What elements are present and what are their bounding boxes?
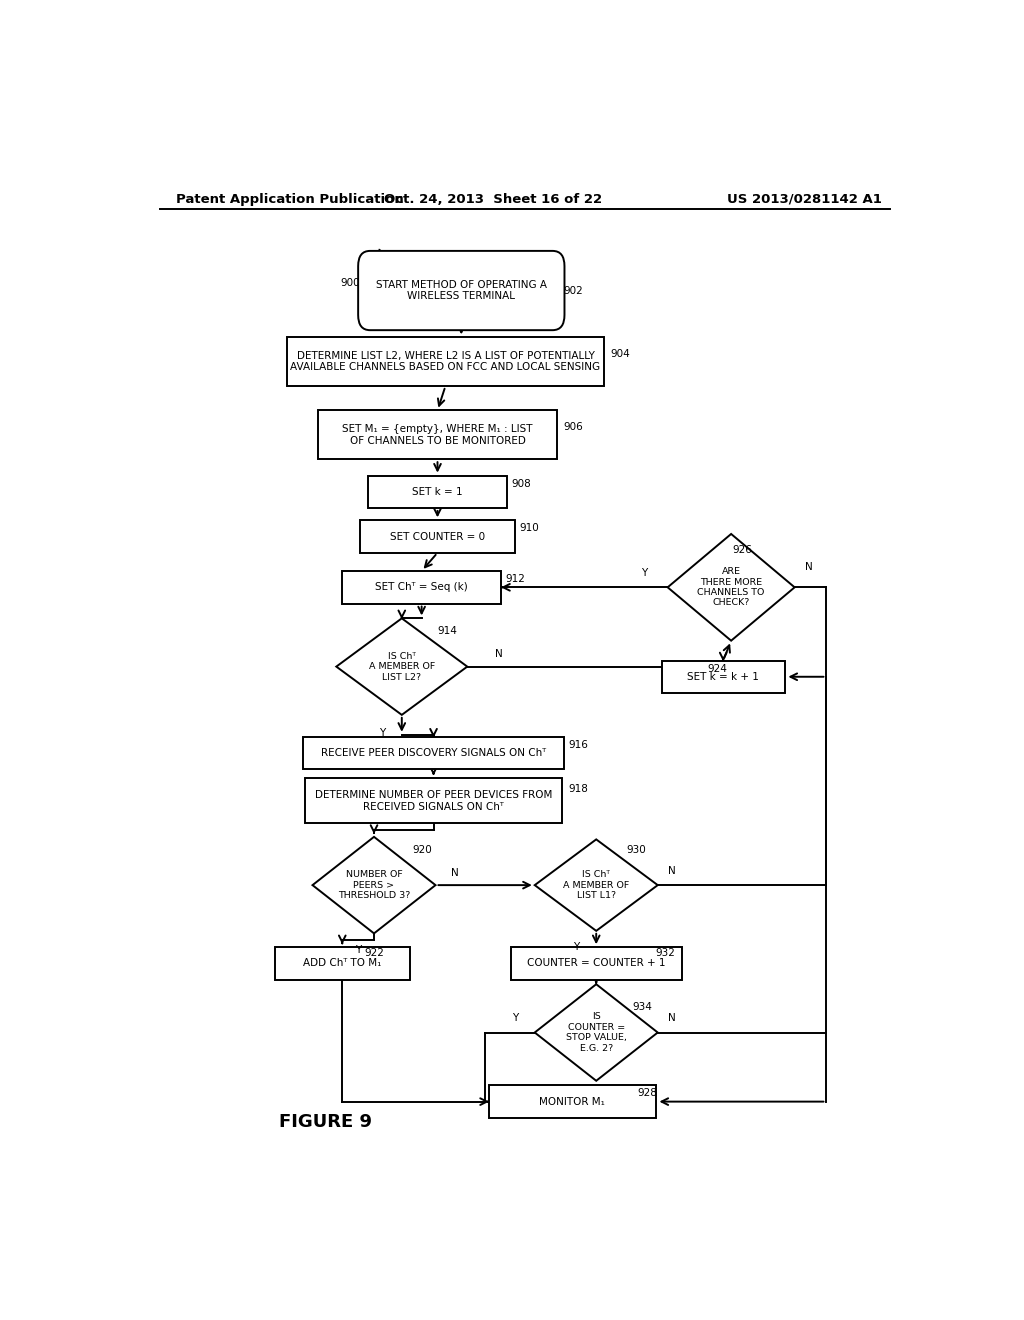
Text: 904: 904 (610, 348, 630, 359)
Text: 908: 908 (511, 479, 531, 488)
Text: DETERMINE LIST L2, WHERE L2 IS A LIST OF POTENTIALLY
AVAILABLE CHANNELS BASED ON: DETERMINE LIST L2, WHERE L2 IS A LIST OF… (291, 351, 600, 372)
Text: Patent Application Publication: Patent Application Publication (176, 193, 403, 206)
Text: SET k = k + 1: SET k = k + 1 (687, 672, 759, 681)
Bar (303, 737, 564, 770)
Text: Oct. 24, 2013  Sheet 16 of 22: Oct. 24, 2013 Sheet 16 of 22 (384, 193, 602, 206)
Text: Y: Y (573, 942, 580, 952)
Text: 934: 934 (633, 1002, 652, 1012)
Text: N: N (805, 562, 813, 572)
Text: N: N (452, 869, 459, 878)
Bar (662, 660, 784, 693)
Bar (274, 948, 410, 979)
Text: 916: 916 (568, 741, 589, 750)
Text: 906: 906 (563, 421, 583, 432)
Text: 910: 910 (519, 523, 539, 533)
Text: N: N (668, 866, 676, 876)
Text: Y: Y (512, 1014, 518, 1023)
Text: COUNTER = COUNTER + 1: COUNTER = COUNTER + 1 (527, 958, 666, 969)
Text: Y: Y (641, 568, 647, 578)
Text: 918: 918 (568, 784, 589, 793)
Text: RECEIVE PEER DISCOVERY SIGNALS ON Chᵀ: RECEIVE PEER DISCOVERY SIGNALS ON Chᵀ (321, 748, 546, 758)
Text: NUMBER OF
PEERS >
THRESHOLD 3?: NUMBER OF PEERS > THRESHOLD 3? (338, 870, 411, 900)
Text: 924: 924 (708, 664, 727, 673)
Text: US 2013/0281142 A1: US 2013/0281142 A1 (727, 193, 882, 206)
Bar (287, 338, 604, 385)
Text: SET Chᵀ = Seq (k): SET Chᵀ = Seq (k) (375, 582, 468, 593)
Text: 922: 922 (365, 948, 384, 958)
Text: 930: 930 (627, 845, 646, 854)
Polygon shape (535, 985, 657, 1081)
Text: 902: 902 (563, 285, 583, 296)
Text: 900: 900 (341, 279, 360, 288)
Text: IS Chᵀ
A MEMBER OF
LIST L1?: IS Chᵀ A MEMBER OF LIST L1? (563, 870, 630, 900)
Text: N: N (496, 649, 503, 660)
Bar (342, 572, 501, 603)
Text: MONITOR M₁: MONITOR M₁ (540, 1097, 605, 1106)
Polygon shape (312, 837, 435, 933)
Text: SET M₁ = {empty}, WHERE M₁ : LIST
OF CHANNELS TO BE MONITORED: SET M₁ = {empty}, WHERE M₁ : LIST OF CHA… (342, 424, 532, 446)
Text: N: N (668, 1014, 676, 1023)
Bar (511, 948, 682, 979)
Text: IS Chᵀ
A MEMBER OF
LIST L2?: IS Chᵀ A MEMBER OF LIST L2? (369, 652, 435, 681)
Bar (368, 475, 507, 508)
Polygon shape (668, 535, 795, 640)
Text: FIGURE 9: FIGURE 9 (279, 1113, 372, 1131)
Text: 912: 912 (505, 574, 525, 585)
Text: ARE
THERE MORE
CHANNELS TO
CHECK?: ARE THERE MORE CHANNELS TO CHECK? (697, 568, 765, 607)
Text: 932: 932 (655, 948, 676, 958)
Text: ADD Chᵀ TO M₁: ADD Chᵀ TO M₁ (303, 958, 382, 969)
Text: START METHOD OF OPERATING A
WIRELESS TERMINAL: START METHOD OF OPERATING A WIRELESS TER… (376, 280, 547, 301)
Text: Y: Y (355, 945, 361, 954)
Bar (304, 779, 562, 824)
Text: Y: Y (379, 729, 385, 738)
Text: 920: 920 (412, 845, 432, 854)
Polygon shape (535, 840, 657, 931)
Bar (318, 411, 557, 459)
Text: 914: 914 (437, 626, 458, 636)
Bar (360, 520, 515, 553)
Text: 926: 926 (733, 545, 753, 554)
Text: 928: 928 (638, 1089, 657, 1098)
Bar (489, 1085, 655, 1118)
Text: IS
COUNTER =
STOP VALUE,
E.G. 2?: IS COUNTER = STOP VALUE, E.G. 2? (566, 1012, 627, 1052)
FancyBboxPatch shape (358, 251, 564, 330)
Text: SET COUNTER = 0: SET COUNTER = 0 (390, 532, 485, 541)
Polygon shape (336, 618, 467, 715)
Text: DETERMINE NUMBER OF PEER DEVICES FROM
RECEIVED SIGNALS ON Chᵀ: DETERMINE NUMBER OF PEER DEVICES FROM RE… (314, 789, 552, 812)
Text: SET k = 1: SET k = 1 (413, 487, 463, 496)
